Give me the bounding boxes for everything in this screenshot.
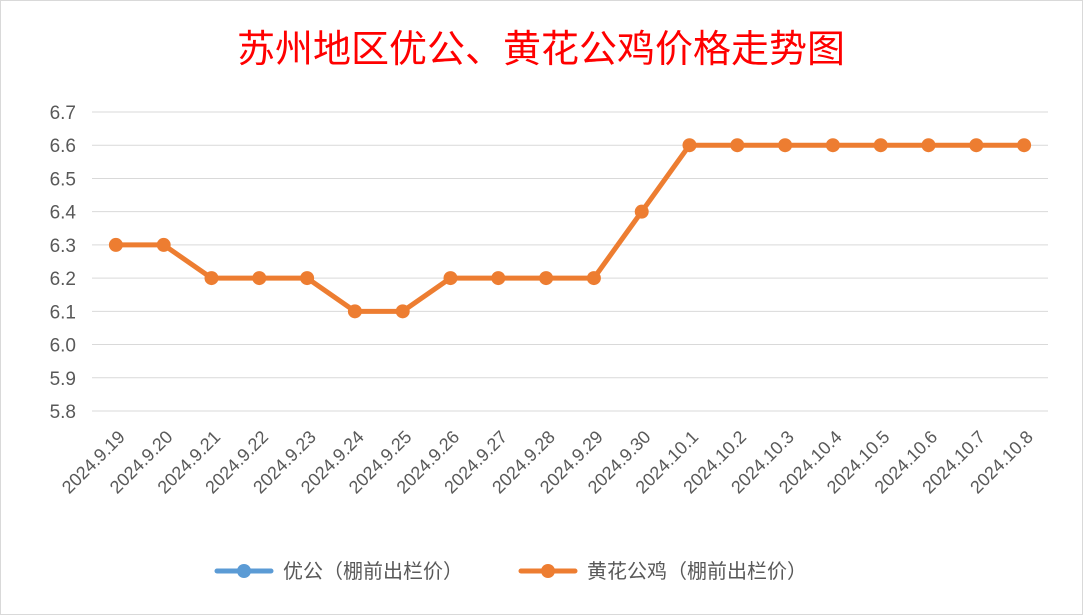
legend-label: 黄花公鸡（棚前出栏价）	[587, 559, 807, 583]
y-axis-ticks: 6.7 6.6 6.5 6.4 6.3 6.2 6.1 6.0 5.9 5.8	[50, 103, 77, 423]
y-tick-label: 6.3	[50, 236, 76, 257]
y-tick-label: 6.4	[50, 203, 77, 224]
y-tick-label: 6.0	[50, 336, 76, 357]
data-point	[634, 204, 649, 219]
data-point	[395, 304, 410, 319]
data-point	[873, 138, 888, 153]
data-point	[204, 271, 219, 286]
data-point	[1017, 138, 1032, 153]
legend-marker-dot	[541, 564, 555, 578]
series-layer	[108, 138, 1032, 319]
y-tick-label: 6.1	[50, 302, 76, 323]
data-point	[539, 271, 554, 286]
data-point	[682, 138, 697, 153]
data-point	[300, 271, 315, 286]
y-tick-label: 5.8	[50, 402, 76, 423]
chart-title: 苏州地区优公、黄花公鸡价格走势图	[237, 27, 845, 71]
x-axis-ticks: 2024.9.192024.9.202024.9.212024.9.222024…	[58, 427, 1037, 498]
y-tick-label: 6.2	[50, 269, 76, 290]
data-point	[108, 237, 123, 252]
data-point	[921, 138, 936, 153]
legend-marker-dot	[237, 564, 251, 578]
data-point	[969, 138, 984, 153]
gridlines	[92, 111, 1048, 412]
data-point	[586, 271, 601, 286]
data-point	[730, 138, 745, 153]
y-tick-label: 5.9	[50, 369, 76, 390]
series-line	[113, 142, 1027, 314]
legend: 优公（棚前出栏价） 黄花公鸡（棚前出栏价）	[214, 559, 807, 583]
data-point	[156, 237, 171, 252]
data-point	[778, 138, 793, 153]
data-point	[347, 304, 362, 319]
legend-label: 优公（棚前出栏价）	[283, 559, 463, 583]
data-point	[825, 138, 840, 153]
data-point	[491, 271, 506, 286]
y-tick-label: 6.6	[50, 136, 76, 157]
data-point	[443, 271, 458, 286]
y-tick-label: 6.5	[50, 169, 76, 190]
y-tick-label: 6.7	[50, 103, 76, 124]
data-point	[252, 271, 267, 286]
